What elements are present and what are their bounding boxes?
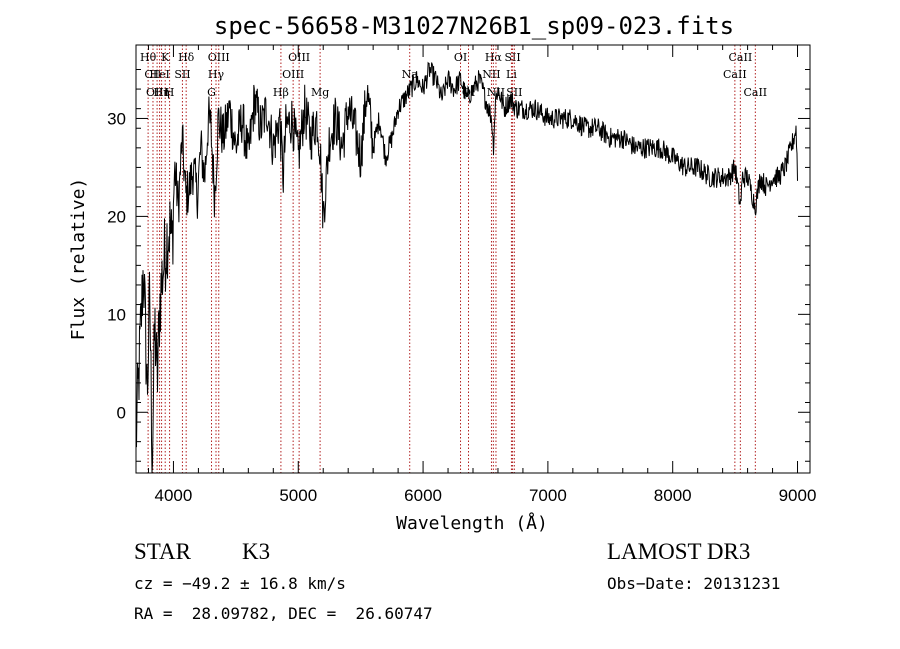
- line-marker-label: NII: [482, 68, 500, 81]
- line-marker-label: Hα: [485, 51, 503, 64]
- coordinates: RA = 28.09782, DEC = 26.60747: [134, 604, 433, 623]
- y-tick-label: 30: [107, 109, 126, 128]
- line-marker-label: Mg: [311, 86, 329, 99]
- redshift-cz: cz = −49.2 ± 16.8 km/s: [134, 574, 346, 593]
- x-tick-label: 8000: [654, 486, 692, 505]
- line-marker-label: OIII: [288, 51, 310, 64]
- x-tick-label: 5000: [279, 486, 317, 505]
- line-marker-label: CaII: [729, 51, 753, 64]
- y-axis: 0 10 20 30: [107, 68, 810, 462]
- x-tick-label: 7000: [529, 486, 567, 505]
- line-marker-label: H: [165, 86, 175, 99]
- line-marker-label: OI: [454, 51, 467, 64]
- line-marker-label: G: [207, 86, 216, 99]
- object-class: STAR: [134, 539, 191, 564]
- plot-frame: [135, 44, 811, 474]
- y-tick-label: 10: [107, 305, 126, 324]
- x-tick-label: 4000: [155, 486, 193, 505]
- x-axis-label: Wavelength (Å): [396, 512, 548, 534]
- line-marker-label: OIII: [208, 51, 230, 64]
- spectrum-series: [135, 61, 798, 474]
- line-marker-label: CaII: [743, 86, 767, 99]
- chart-title: spec-56658-M31027N26B1_sp09-023.fits: [214, 12, 734, 40]
- line-marker-label: Hγ: [208, 68, 225, 81]
- line-marker-label: SII: [174, 68, 190, 81]
- line-marker-label: Na: [402, 68, 419, 81]
- observation-date: Obs−Date: 20131231: [607, 574, 781, 593]
- line-marker-label: Li: [506, 68, 517, 81]
- line-marker-label: SII: [504, 51, 520, 64]
- spectrum-line: [135, 61, 798, 474]
- y-tick-label: 0: [117, 403, 126, 422]
- line-marker-label: HeI: [149, 68, 169, 81]
- x-tick-label: 6000: [404, 486, 442, 505]
- line-marker-label: Hη: [153, 86, 169, 99]
- object-subclass: K3: [242, 539, 271, 564]
- line-marker-label: K: [161, 51, 170, 64]
- line-marker-label: SII: [506, 86, 522, 99]
- line-marker-label: Hβ: [273, 86, 289, 99]
- line-marker-label: Hθ: [140, 51, 157, 64]
- x-tick-label: 9000: [779, 486, 817, 505]
- y-tick-label: 20: [107, 207, 126, 226]
- line-marker-label: OIII: [282, 68, 304, 81]
- survey-name: LAMOST DR3: [607, 539, 751, 564]
- y-axis-label: Flux (relative): [68, 178, 89, 341]
- line-marker-label: Hδ: [178, 51, 195, 64]
- x-axis: 4000 5000 6000 7000 8000 9000: [147, 45, 817, 505]
- line-marker-label: OIII: [146, 86, 168, 99]
- line-marker-label: CaII: [723, 68, 747, 81]
